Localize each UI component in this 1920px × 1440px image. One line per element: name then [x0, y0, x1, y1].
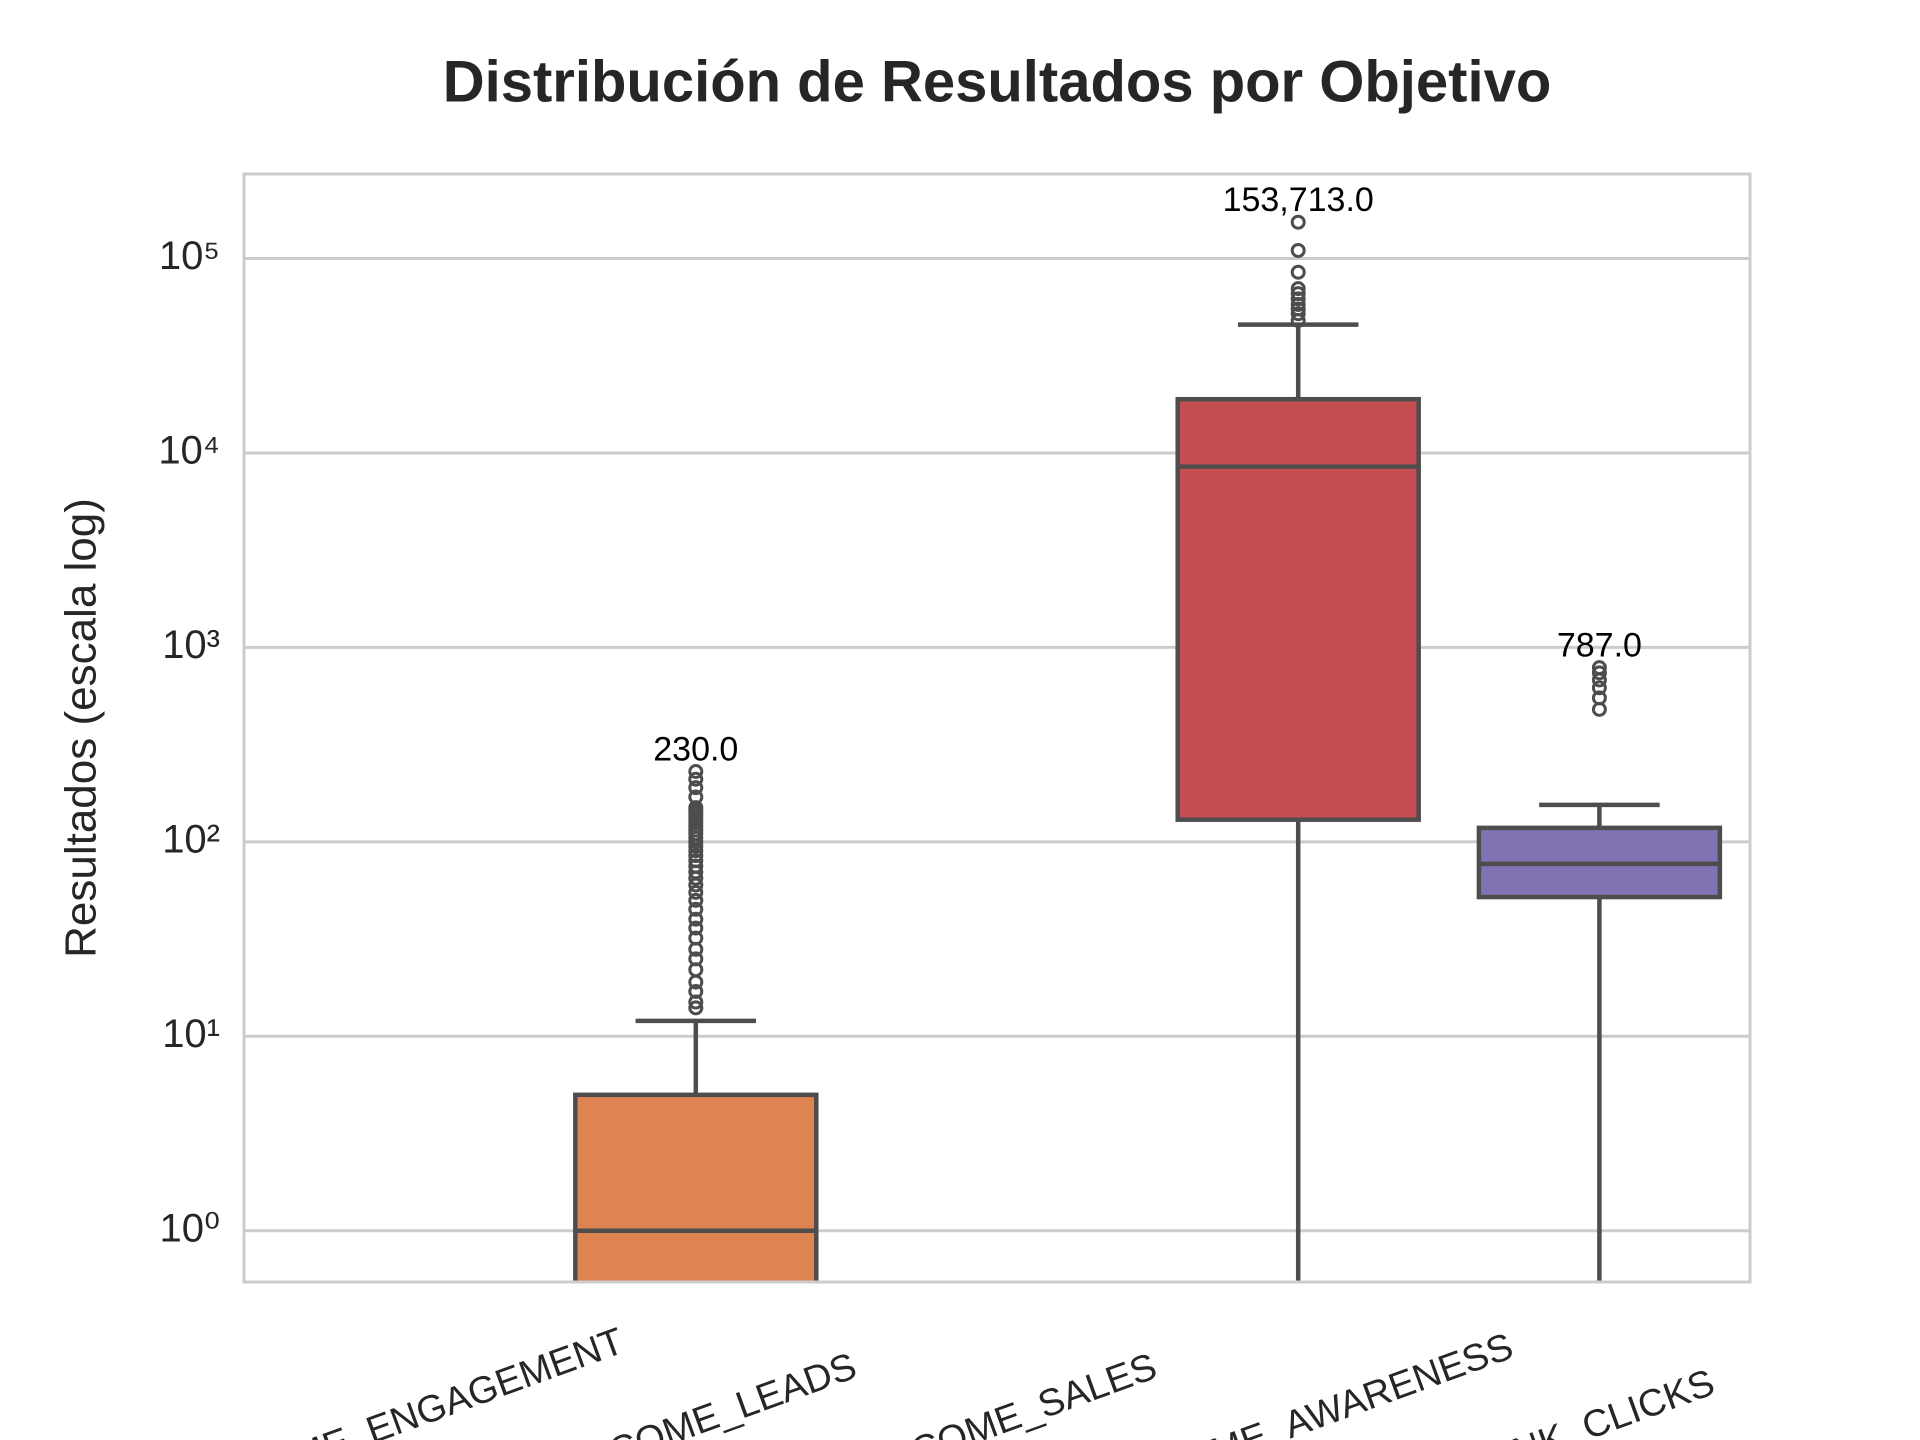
y-tick-label: 10¹ [162, 1012, 220, 1056]
y-tick-label: 10⁰ [159, 1206, 220, 1250]
outlier [1591, 690, 1607, 706]
outlier [1591, 665, 1607, 681]
y-tick-label: 10⁴ [158, 429, 220, 473]
outlier [1290, 306, 1306, 322]
plot-area [573, 214, 1723, 1282]
outlier [688, 848, 704, 864]
y-tick-label: 10⁵ [159, 234, 220, 278]
outlier [688, 780, 704, 796]
y-tick-label: 10³ [162, 623, 220, 667]
outlier [688, 951, 704, 967]
outlier [688, 884, 704, 900]
plot-frame [242, 172, 1752, 1284]
box [573, 1092, 819, 1282]
outlier [1290, 291, 1306, 307]
outlier [688, 920, 704, 936]
outlier [688, 983, 704, 999]
outlier [688, 771, 704, 787]
outlier [1290, 242, 1306, 258]
outlier [1290, 214, 1306, 230]
grid [244, 257, 1750, 1233]
outlier [688, 901, 704, 917]
outlier [1290, 286, 1306, 302]
max-label: 230.0 [653, 730, 738, 768]
outlier [688, 764, 704, 780]
outlier [1290, 281, 1306, 297]
max-label: 787.0 [1557, 627, 1642, 665]
outlier [688, 1000, 704, 1016]
outlier [1591, 660, 1607, 676]
outlier [1290, 264, 1306, 280]
outlier [688, 892, 704, 908]
y-tick-label: 10² [162, 817, 220, 861]
outlier [688, 789, 704, 805]
chart-title: Distribución de Resultados por Objetivo [443, 49, 1552, 114]
max-label: 153,713.0 [1223, 181, 1374, 219]
y-axis-label: Resultados (escala log) [57, 498, 106, 958]
box [1175, 396, 1421, 822]
outlier [1591, 680, 1607, 696]
outlier [688, 930, 704, 946]
outlier [688, 911, 704, 927]
outlier [688, 853, 704, 869]
